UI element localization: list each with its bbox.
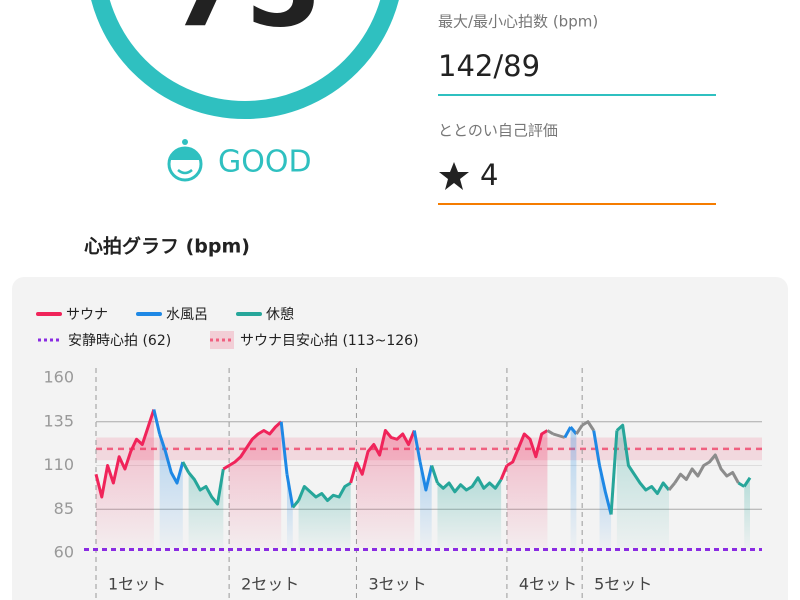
phase-area [506,430,548,548]
connector [412,430,422,463]
phase-area [437,477,502,548]
set-label: 2セット [241,575,299,594]
set-label: 5セット [594,575,652,594]
y-tick-label: 110 [43,455,74,474]
heart-rate-line [418,461,434,492]
connector [575,424,584,435]
star-icon [439,162,469,190]
legend-label: 水風呂 [166,307,208,323]
legend-label: サウナ目安心拍 (113~126) [240,333,419,349]
phase-area [286,474,293,548]
heart-rate-line [94,409,156,499]
y-tick-label: 135 [43,411,74,430]
connector [563,426,572,439]
heart-rate-line [187,468,225,506]
section-title: 心拍グラフ (bpm) [84,235,250,258]
phase-area [159,434,183,548]
connector [667,482,676,491]
phase-area [599,465,612,548]
status-text: GOOD [218,145,312,180]
y-tick-label: 160 [43,368,74,387]
heart-rate-line [673,453,740,484]
connector [291,499,300,509]
phase-area [229,421,282,548]
phase-area [96,409,154,548]
connector [222,464,230,471]
phase-area [570,427,577,548]
heart-rate-line [297,481,352,502]
heart-rate-line [506,429,549,467]
stat-label: 最大/最小心拍数 (bpm) [438,13,598,31]
legend-label: 休憩 [266,306,294,323]
phase-area [744,477,750,548]
heart-rate-line [158,433,185,485]
legend-label: サウナ [66,307,108,323]
connector [430,465,439,484]
stat-label: ととのい自己評価 [438,122,558,140]
phase-area [188,469,224,548]
connector [152,409,162,435]
set-label: 1セット [108,575,166,594]
heart-rate-line [598,465,613,515]
y-tick-label: 60 [54,543,74,562]
y-tick-label: 85 [54,499,74,518]
connector [737,481,745,488]
connector [592,430,602,466]
heart-rate-line [436,476,503,494]
heart-rate-line [581,420,595,432]
status-icon [167,139,203,182]
heart-rate-line [228,420,283,467]
phase-area [298,483,351,548]
heart-rate-line [552,432,566,439]
set-label: 4セット [519,575,577,594]
connector [546,429,554,436]
connector [279,421,289,475]
stat-value: 4 [480,158,498,192]
connector [349,461,358,484]
heart-rate-line [355,429,416,476]
score-value: 75 [168,0,321,51]
connector [609,430,619,515]
connector [499,464,509,481]
connector [181,461,190,474]
phase-area [356,430,415,548]
stat-value: 142/89 [438,49,540,83]
heart-rate-line [285,473,295,508]
heart-rate-line [615,423,671,495]
set-label: 3セット [368,575,426,594]
score-ring [91,0,399,119]
legend-label: 安静時心拍 (62) [68,333,171,349]
heart-rate-line [742,476,752,488]
